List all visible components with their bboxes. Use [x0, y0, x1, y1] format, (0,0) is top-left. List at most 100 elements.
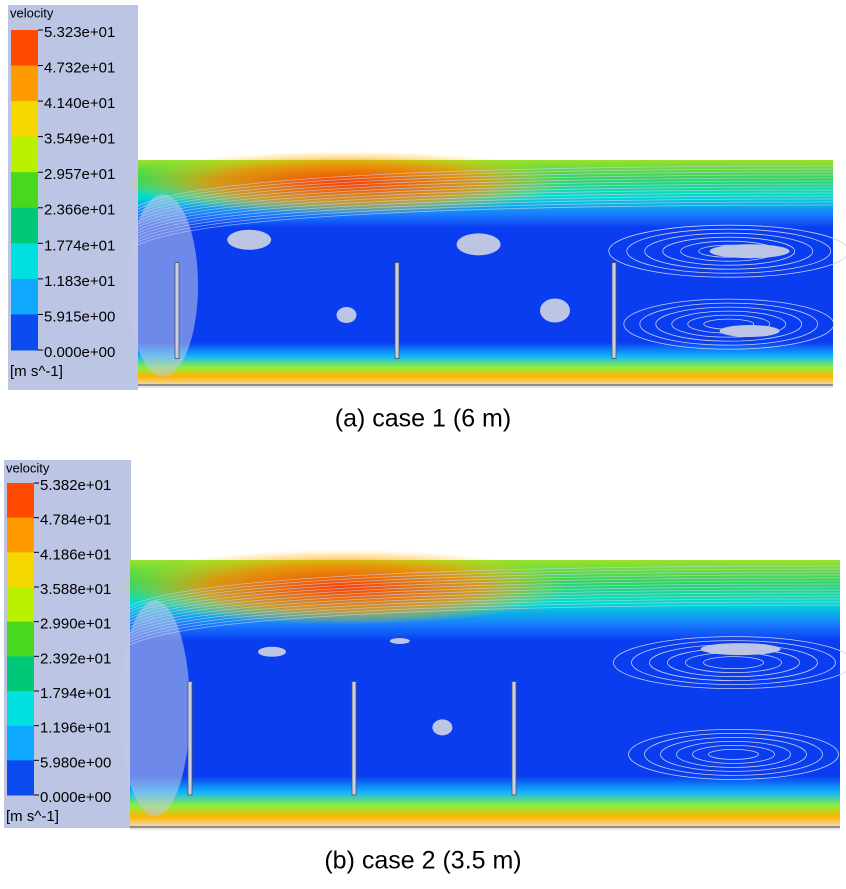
legend-title: velocity — [10, 5, 54, 20]
inlet-region — [128, 194, 198, 377]
caption: (a) case 1 (6 m) — [335, 405, 511, 433]
vortex-core — [540, 298, 570, 323]
color-band — [11, 243, 38, 280]
baffle — [511, 681, 517, 796]
vortex-line — [631, 640, 836, 685]
panel: velocity 5.382e+01 4.784e+01 4.186e+01 3.588… — [4, 460, 846, 875]
vortex-core — [719, 325, 780, 337]
inlet-region — [120, 600, 190, 817]
color-band — [11, 30, 38, 67]
caption: (b) case 2 (3.5 m) — [324, 847, 521, 875]
high-velocity-region — [115, 549, 571, 625]
color-band — [7, 483, 34, 519]
color-band — [11, 65, 38, 102]
color-band — [7, 587, 34, 623]
streamline — [137, 201, 834, 243]
legend-label: 1.183e+01 — [44, 273, 115, 290]
streamline — [129, 577, 841, 619]
legend-unit: [m s^-1] — [10, 363, 63, 380]
color-band — [7, 517, 34, 553]
streamline — [129, 583, 841, 625]
legend-label: 5.915e+00 — [44, 308, 115, 325]
vortex-core — [432, 719, 453, 736]
streamline — [137, 174, 834, 216]
vortex-line — [676, 741, 791, 768]
vortex-line — [628, 729, 839, 780]
legend-label: 1.774e+01 — [44, 237, 115, 254]
vortex-core — [389, 638, 410, 644]
color-band — [7, 725, 34, 761]
streamline — [137, 195, 834, 237]
vortex-line — [655, 306, 803, 342]
legend-label: 4.140e+01 — [44, 95, 115, 112]
streamline — [137, 183, 834, 225]
streamline — [129, 604, 841, 646]
legend-title: velocity — [6, 460, 50, 475]
streamline — [137, 204, 834, 246]
legend-label: 0.000e+00 — [44, 344, 115, 361]
legend-label: 2.366e+01 — [44, 202, 115, 219]
streamline — [137, 165, 834, 207]
legend-label: 2.392e+01 — [40, 650, 111, 667]
legend-label: 2.957e+01 — [44, 166, 115, 183]
legend-label: 1.794e+01 — [40, 685, 111, 702]
flow-field — [124, 150, 846, 388]
streamline — [129, 592, 841, 634]
streamline — [129, 598, 841, 640]
streamline — [129, 565, 841, 607]
baffle — [611, 262, 617, 359]
vortex-core — [709, 244, 790, 259]
streamline — [129, 601, 841, 643]
legend-label: 4.186e+01 — [40, 546, 111, 563]
vortex-line — [644, 733, 823, 776]
streamline — [137, 198, 834, 240]
streamline — [137, 189, 834, 231]
streamline — [129, 574, 841, 616]
vortex-core — [258, 646, 286, 657]
vortex-line — [608, 224, 846, 278]
vortex-core — [227, 229, 272, 250]
streamline — [129, 568, 841, 610]
vortex-line — [703, 656, 764, 669]
vortex-line — [626, 228, 832, 274]
color-band — [11, 314, 38, 351]
color-band — [7, 760, 34, 796]
vortex-core — [336, 307, 357, 324]
vortex-line — [662, 236, 796, 266]
color-band — [11, 101, 38, 138]
legend-label: 3.588e+01 — [40, 581, 111, 598]
color-band — [11, 172, 38, 209]
vortex-core — [700, 643, 781, 656]
color-band — [7, 656, 34, 692]
streamline — [137, 186, 834, 228]
legend-label: 1.196e+01 — [40, 720, 111, 737]
color-band — [11, 207, 38, 244]
legend-label: 5.382e+01 — [40, 477, 111, 494]
streamline — [137, 192, 834, 234]
color-band — [7, 691, 34, 727]
streamline — [129, 589, 841, 631]
streamline — [137, 171, 834, 213]
legend-label: 3.549e+01 — [44, 131, 115, 148]
legend-unit: [m s^-1] — [6, 808, 59, 825]
legend-label: 4.784e+01 — [40, 512, 111, 529]
legend-label: 4.732e+01 — [44, 60, 115, 77]
vortex-line — [708, 749, 759, 760]
legend-label: 5.980e+00 — [40, 754, 111, 771]
vortex-line — [671, 310, 787, 338]
color-band — [11, 278, 38, 315]
color-band — [11, 136, 38, 173]
streamline — [129, 586, 841, 628]
baffle — [174, 262, 180, 359]
vortex-line — [623, 298, 835, 350]
flow-field — [115, 549, 846, 830]
panel: velocity 5.323e+01 4.732e+01 4.140e+01 3.549… — [8, 5, 846, 433]
baffle — [394, 262, 400, 359]
high-velocity-region — [124, 150, 569, 215]
streamline — [137, 180, 834, 222]
baffle — [187, 681, 193, 796]
vortex-line — [613, 636, 846, 689]
color-band — [7, 552, 34, 588]
streamline — [137, 168, 834, 210]
vortex-line — [644, 232, 814, 270]
